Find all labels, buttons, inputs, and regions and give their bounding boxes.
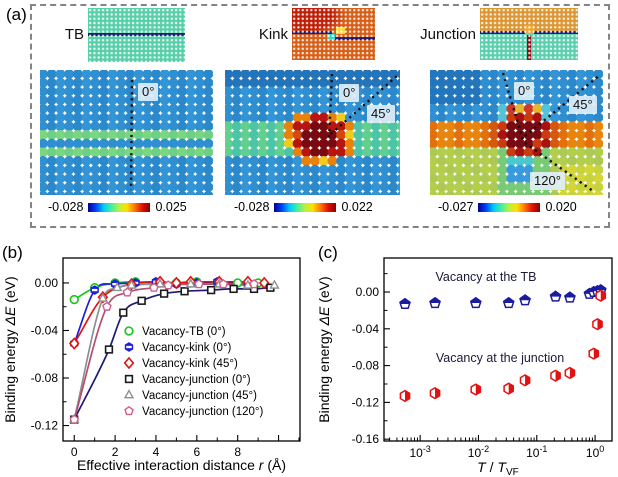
- angle-direction-lines: [501, 72, 601, 192]
- svg-text:Vacancy-junction (45°): Vacancy-junction (45°): [142, 390, 257, 402]
- junction-colorbar: -0.027 0.020: [438, 200, 577, 214]
- junction-structure-label: Junction: [420, 26, 476, 43]
- svg-text:100: 100: [586, 444, 604, 460]
- tb-atom-lattice: [38, 69, 222, 201]
- kink-heatmap: 0° 45°: [223, 69, 407, 201]
- svg-text:Vacancy-kink (0°): Vacancy-kink (0°): [142, 342, 232, 354]
- svg-text:10-1: 10-1: [526, 444, 547, 460]
- kink-structure-inset: [292, 8, 375, 60]
- svg-text:0: 0: [71, 445, 78, 459]
- svg-text:6: 6: [193, 445, 200, 459]
- junction-heatmap-svg: [428, 69, 612, 201]
- svg-text:8: 8: [234, 445, 241, 459]
- x-axis: 0 2 4 6 8: [71, 435, 300, 459]
- colorbar-gradient: [274, 202, 337, 212]
- panel-c-label: (c): [318, 243, 338, 262]
- annotation: Vacancy at the TB: [436, 270, 537, 284]
- svg-text:Vacancy-TB (0°): Vacancy-TB (0°): [142, 326, 226, 338]
- colorbar-max: 0.020: [545, 200, 577, 214]
- panel-a-label: (a): [6, 5, 27, 24]
- colorbar-max: 0.022: [341, 200, 373, 214]
- junction-atom-lattice: [428, 69, 612, 201]
- legend: Vacancy-TB (0°) Vacancy-kink (0°) Vacancy-…: [123, 326, 264, 418]
- junction-structure-inset: [480, 8, 578, 60]
- atom-dot-pattern: [88, 8, 185, 62]
- svg-text:4: 4: [153, 445, 160, 459]
- plot-frame: [383, 257, 613, 442]
- svg-text:-0.12: -0.12: [352, 395, 380, 409]
- svg-text:T / TVF: T / TVF: [477, 459, 519, 477]
- svg-text:Vacancy-junction (120°): Vacancy-junction (120°): [142, 406, 264, 418]
- svg-text:0.00: 0.00: [35, 276, 59, 290]
- angle-direction-lines: [129, 79, 134, 191]
- tb-structure-inset: [88, 8, 185, 62]
- kink-atom-lattice: [223, 69, 407, 201]
- svg-text:-0.04: -0.04: [352, 322, 380, 336]
- angle-direction-lines: [327, 73, 398, 139]
- colorbar-gradient: [478, 202, 541, 212]
- atom-dot-pattern: [480, 8, 578, 60]
- colorbar-min: -0.027: [438, 200, 474, 214]
- y-axis: 0.00 -0.04 -0.08 -0.12: [31, 276, 69, 433]
- svg-text:Binding energy ΔE (eV): Binding energy ΔE (eV): [316, 276, 332, 422]
- series-vacancy-at-the-tb: [399, 283, 607, 310]
- kink-heatmap-svg: [223, 69, 407, 201]
- svg-text:Vacancy-junction (0°): Vacancy-junction (0°): [142, 374, 251, 386]
- tb-heatmap-svg: [38, 69, 222, 201]
- svg-text:Effective interaction distance: Effective interaction distance r (Å): [77, 457, 286, 473]
- svg-text:Binding energy ΔE (eV): Binding energy ΔE (eV): [2, 276, 18, 422]
- kink-colorbar: -0.028 0.022: [234, 200, 373, 214]
- tb-heatmap: 0°: [38, 69, 222, 201]
- x-axis: 10-3 10-2 10-1 100: [389, 435, 604, 460]
- series-vacancy-at-the-junction: [399, 289, 607, 403]
- tb-colorbar: -0.028 0.025: [48, 200, 187, 214]
- svg-text:10-2: 10-2: [468, 444, 489, 460]
- svg-text:0.00: 0.00: [356, 285, 380, 299]
- kink-structure-label: Kink: [258, 26, 288, 43]
- colorbar-max: 0.025: [155, 200, 187, 214]
- svg-text:-0.16: -0.16: [352, 432, 380, 446]
- panel-b-label: (b): [2, 243, 23, 262]
- svg-text:2: 2: [112, 445, 119, 459]
- colorbar-min: -0.028: [48, 200, 84, 214]
- svg-text:-0.08: -0.08: [31, 371, 59, 385]
- panel-a-dashed-box: [30, 4, 610, 228]
- tb-structure-label: TB: [64, 26, 84, 43]
- svg-text:-0.08: -0.08: [352, 359, 380, 373]
- colorbar-min: -0.028: [234, 200, 270, 214]
- annotation: Vacancy at the junction: [436, 351, 564, 365]
- y-axis: 0.00 -0.04 -0.08 -0.12 -0.16: [352, 273, 390, 446]
- binding-energy-vs-temperature-chart: 10-3 10-2 10-1 100 0.00 -0.04 -0.08 -0.12 -0.16 V…: [316, 257, 613, 477]
- colorbar-gradient: [88, 202, 151, 212]
- atom-dot-pattern: [292, 8, 375, 60]
- series-vacancy-junction-120-: [69, 279, 259, 424]
- svg-text:Vacancy-kink (45°): Vacancy-kink (45°): [142, 358, 238, 370]
- junction-heatmap: 0° 45° 120°: [428, 69, 612, 201]
- svg-text:-0.12: -0.12: [31, 419, 59, 433]
- svg-text:-0.04: -0.04: [31, 323, 59, 337]
- svg-text:10-3: 10-3: [409, 444, 430, 460]
- plot-frame: [62, 257, 301, 442]
